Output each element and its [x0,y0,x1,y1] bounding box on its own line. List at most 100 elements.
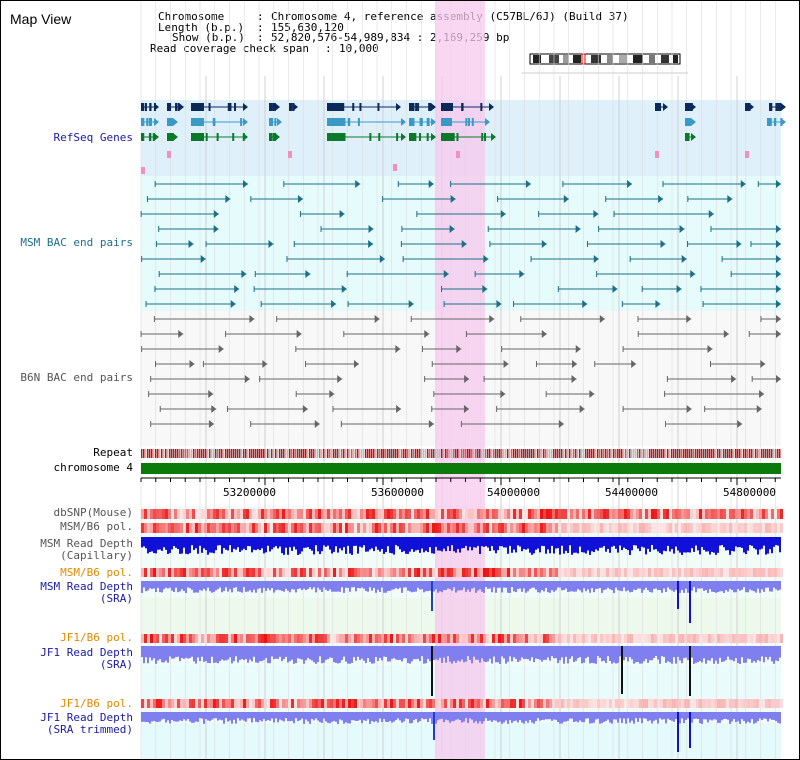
heat-cell [696,523,699,533]
repeat-element [193,449,195,458]
depth-bar [749,712,751,723]
track-label-msm-depth-capillary[interactable]: MSM Read Depth [40,537,133,550]
depth-bar [729,537,731,555]
repeat-element [649,449,651,458]
heat-cell [282,509,285,519]
heat-cell [516,523,519,533]
depth-bar [757,581,759,589]
heat-cell [297,634,300,643]
depth-bar [457,646,459,661]
depth-bar [507,581,509,593]
heat-cell [465,699,468,708]
repeat-element [415,449,417,458]
depth-bar [247,646,249,663]
heat-cell [630,568,633,577]
gene-exon [272,103,275,111]
track-label-dbsnp[interactable]: dbSNP(Mouse) [53,506,133,519]
depth-bar [351,712,353,721]
heat-cell [747,509,750,519]
heat-cell [228,568,231,577]
heat-cell [768,509,771,519]
heat-cell [762,634,765,643]
track-label-msm-b6-pol[interactable]: MSM/B6 pol. [60,520,133,533]
depth-bar [201,581,203,591]
heat-cell [720,509,723,519]
heat-cell [498,568,501,577]
heat-cell [756,634,759,643]
depth-bar [301,537,303,552]
track-label-jf1-depth-trimmed[interactable]: JF1 Read Depth [40,711,133,724]
heat-cell [603,699,606,708]
heat-cell [300,568,303,577]
depth-bar [205,537,207,551]
heat-cell [687,634,690,643]
heat-cell [534,699,537,708]
depth-bar [363,646,365,661]
heat-cell [675,568,678,577]
track-label-chromosome[interactable]: chromosome 4 [53,461,133,474]
repeat-element [167,449,169,458]
heat-cell [726,509,729,519]
heat-cell [234,634,237,643]
heat-cell [330,509,333,519]
depth-bar [529,712,531,720]
depth-bar [145,537,147,549]
repeat-element [587,449,589,458]
depth-bar [485,646,487,663]
repeat-element [255,449,257,458]
heat-cell [384,509,387,519]
heat-cell [369,634,372,643]
repeat-element [697,449,699,458]
depth-bar [655,581,657,589]
heat-cell [459,509,462,519]
depth-bar [465,646,467,662]
heat-cell [363,509,366,519]
heat-cell [540,509,543,519]
track-label-b6n-bac-end-pairs[interactable]: B6N BAC end pairs [20,371,133,384]
gene-exon [343,118,346,126]
track-label-jf1-depth-sra[interactable]: JF1 Read Depth [40,646,133,659]
depth-bar [341,712,343,721]
heat-cell [369,509,372,519]
chromosome-ideogram[interactable] [522,53,688,74]
heat-cell [168,523,171,533]
bac-end-arrow [374,315,380,323]
depth-bar [301,646,303,660]
depth-bar [373,581,375,588]
heat-cell [273,509,276,519]
depth-bar [185,712,187,721]
heat-cell [309,699,312,708]
depth-bar [685,646,687,658]
track-label-msm-depth-sra[interactable]: MSM Read Depth [40,580,133,593]
heat-cell [348,523,351,533]
gene-exon [333,133,336,141]
repeat-element [765,449,767,458]
track-label-refseq-genes[interactable]: RefSeq Genes [53,131,133,144]
depth-bar [543,581,545,592]
heat-cell [291,699,294,708]
heat-cell [189,699,192,708]
depth-bar [511,712,513,723]
depth-bar [509,581,511,593]
depth-bar [361,537,363,548]
depth-bar [717,537,719,553]
depth-bar [267,537,269,546]
heat-cell [534,509,537,519]
heat-cell [429,509,432,519]
heat-cell [408,523,411,533]
track-label-jf1-b6-pol-2[interactable]: JF1/B6 pol. [60,697,133,710]
track-label-msm-bac-end-pairs[interactable]: MSM BAC end pairs [20,236,133,249]
depth-bar [641,646,643,664]
gene-exon [775,103,778,111]
heat-cell [210,523,213,533]
heat-cell [744,509,747,519]
depth-bar [605,537,607,552]
track-label-msm-b6-pol-2[interactable]: MSM/B6 pol. [60,566,133,579]
track-label-jf1-b6-pol[interactable]: JF1/B6 pol. [60,631,133,644]
heat-cell [708,568,711,577]
track-label-repeat[interactable]: Repeat [93,446,133,459]
gene-exon [774,118,777,126]
depth-bar [595,712,597,720]
repeat-element [389,449,391,458]
